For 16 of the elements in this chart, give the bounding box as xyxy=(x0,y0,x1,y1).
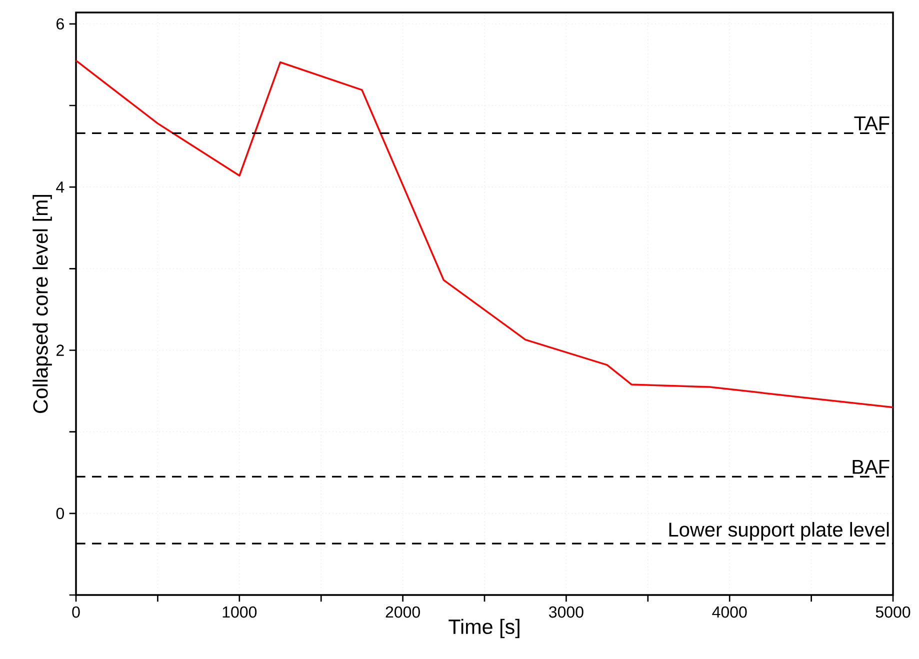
x-tick-label: 1000 xyxy=(222,606,257,618)
line-series xyxy=(75,60,894,408)
ref-line-label: Lower support plate level xyxy=(669,522,889,541)
x-axis-title: Time [s] xyxy=(448,618,520,638)
x-tick-label: 5000 xyxy=(876,606,910,618)
y-tick-label: 6 xyxy=(56,18,64,30)
y-tick-label: 2 xyxy=(56,344,64,356)
x-tick-label: 3000 xyxy=(549,606,584,618)
y-tick-label: 4 xyxy=(56,182,64,193)
y-axis-title: Collapsed core level [m] xyxy=(32,195,52,413)
x-tick-label: 2000 xyxy=(386,606,420,618)
x-tick-label: 0 xyxy=(72,606,80,618)
ref-line-label: BAF xyxy=(852,460,890,474)
y-tick-label: 0 xyxy=(56,508,64,520)
ref-line-label: TAF xyxy=(854,116,890,130)
x-tick-label: 4000 xyxy=(712,606,747,618)
